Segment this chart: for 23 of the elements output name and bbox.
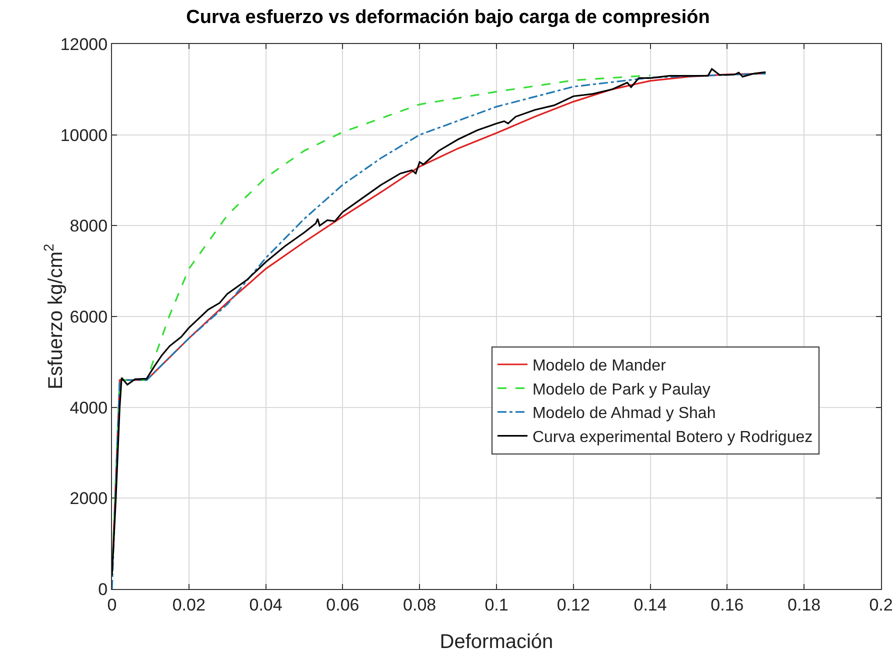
legend-label: Modelo de Mander <box>532 358 667 375</box>
x-tick-label: 0.16 <box>710 595 744 614</box>
legend-label: Modelo de Ahmad y Shah <box>532 405 716 422</box>
x-tick-label: 0.14 <box>634 595 667 614</box>
y-tick-label: 2000 <box>70 489 108 508</box>
y-tick-label: 12000 <box>60 34 108 54</box>
x-tick-label: 0.1 <box>484 595 508 614</box>
legend-label: Modelo de Park y Paulay <box>532 381 710 398</box>
y-tick-label: 0 <box>98 580 108 599</box>
x-tick-label: 0.02 <box>172 595 206 614</box>
legend-label: Curva experimental Botero y Rodriguez <box>532 429 813 446</box>
chart-title: Curva esfuerzo vs deformación bajo carga de compresión <box>186 7 710 28</box>
y-tick-label: 8000 <box>70 216 108 236</box>
x-tick-label: 0.2 <box>869 595 893 614</box>
x-tick-label: 0.06 <box>326 595 360 614</box>
x-tick-label: 0.18 <box>788 595 821 614</box>
x-axis-title: Deformación <box>440 631 554 653</box>
y-tick-label: 6000 <box>70 307 108 326</box>
x-tick-label: 0.04 <box>249 595 282 614</box>
x-tick-label: 0.12 <box>556 595 590 614</box>
y-tick-label: 4000 <box>70 398 108 418</box>
y-tick-label: 10000 <box>60 126 108 145</box>
x-tick-label: 0.08 <box>403 595 436 614</box>
